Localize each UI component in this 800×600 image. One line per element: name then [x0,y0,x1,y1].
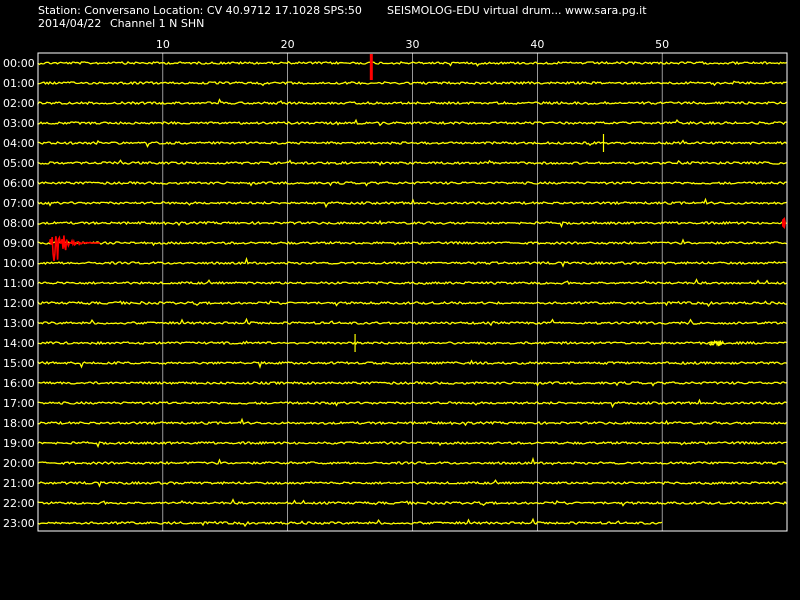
trace-row [37,398,787,409]
trace-row [37,417,787,427]
trace-row [37,440,787,449]
axis-labels: 10 20 30 40 50 00:00 01:00 02:00 03:00 04:00 05:00… [3,38,669,530]
row-label: 07:00 [3,197,35,210]
trace-row [37,359,787,369]
trace-row [37,300,787,308]
row-label: 06:00 [3,177,35,190]
grid [162,53,663,531]
trace-row [37,118,787,127]
x-tick-label-10: 10 [156,38,170,51]
channel-info: Channel 1 N SHN [110,17,205,30]
x-tick-label-50: 50 [655,38,669,51]
trace-row [37,98,787,106]
trace-row [37,317,787,327]
earthquake-burst [48,235,100,262]
trace-row [37,80,787,87]
product-title: SEISMOLOG-EDU virtual drum... www.sara.p… [387,4,647,17]
plot-frame [37,52,788,532]
trace-row [37,256,787,268]
row-label: 19:00 [3,437,35,450]
x-tick-label-20: 20 [281,38,295,51]
row-label: 23:00 [3,517,35,530]
row-label: 04:00 [3,137,35,150]
row-label: 05:00 [3,157,35,170]
trace-row [37,219,787,229]
row-label: 18:00 [3,417,35,430]
row-label: 22:00 [3,497,35,510]
events [48,54,787,352]
trace-row [37,456,787,466]
row-label: 20:00 [3,457,35,470]
trace-row [37,159,787,167]
row-label: 10:00 [3,257,35,270]
trace-row [37,139,787,148]
row-label: 01:00 [3,77,35,90]
trace-row [37,60,787,67]
trace-row [37,197,787,209]
trace-row [37,340,787,346]
station-info: Station: Conversano Location: CV 40.9712… [38,4,362,17]
x-tick-label-30: 30 [406,38,420,51]
row-label: 13:00 [3,317,35,330]
trace-row [37,278,787,286]
record-date: 2014/04/22 [38,17,102,30]
row-label: 15:00 [3,357,35,370]
trace-row [37,517,663,528]
row-label: 14:00 [3,337,35,350]
row-label: 11:00 [3,277,35,290]
trace-row [37,498,787,507]
event-wiggle [708,339,725,347]
traces [37,60,787,528]
row-label: 02:00 [3,97,35,110]
event-spike [782,216,787,230]
row-label: 21:00 [3,477,35,490]
trace-row [37,238,787,247]
trace-row [37,380,787,387]
row-label: 17:00 [3,397,35,410]
row-label: 03:00 [3,117,35,130]
event-spike [369,54,373,80]
x-tick-label-40: 40 [530,38,544,51]
trace-row [37,180,787,187]
row-label: 16:00 [3,377,35,390]
row-label: 09:00 [3,237,35,250]
row-label: 08:00 [3,217,35,230]
trace-row [37,479,787,488]
row-label: 00:00 [3,57,35,70]
row-label: 12:00 [3,297,35,310]
